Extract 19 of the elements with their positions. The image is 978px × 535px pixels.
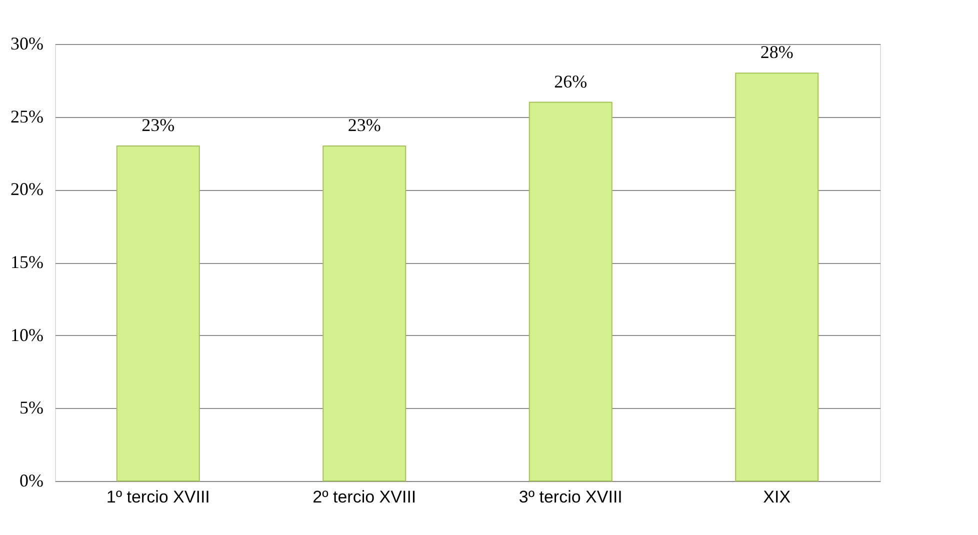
- bar: [116, 145, 200, 482]
- data-label: 26%: [554, 71, 588, 92]
- bar: [322, 145, 406, 482]
- x-tick-label: 1º tercio XVIII: [106, 488, 210, 506]
- y-tick-label: 15%: [10, 252, 44, 272]
- y-tick-label: 30%: [10, 34, 44, 54]
- y-tick-label: 5%: [20, 398, 44, 418]
- x-tick-label: XIX: [763, 488, 791, 506]
- data-label: 28%: [760, 42, 794, 62]
- bar: [528, 102, 612, 482]
- x-tick-label: 3º tercio XVIII: [518, 488, 622, 506]
- y-tick-label: 25%: [10, 106, 44, 126]
- y-tick-label: 0%: [20, 470, 44, 490]
- bar: [735, 72, 819, 482]
- data-label: 23%: [142, 114, 175, 135]
- y-tick-label: 20%: [10, 179, 44, 200]
- x-tick-label: 2º tercio XVIII: [312, 488, 416, 506]
- data-label: 23%: [348, 114, 381, 135]
- y-tick-label: 10%: [10, 324, 44, 345]
